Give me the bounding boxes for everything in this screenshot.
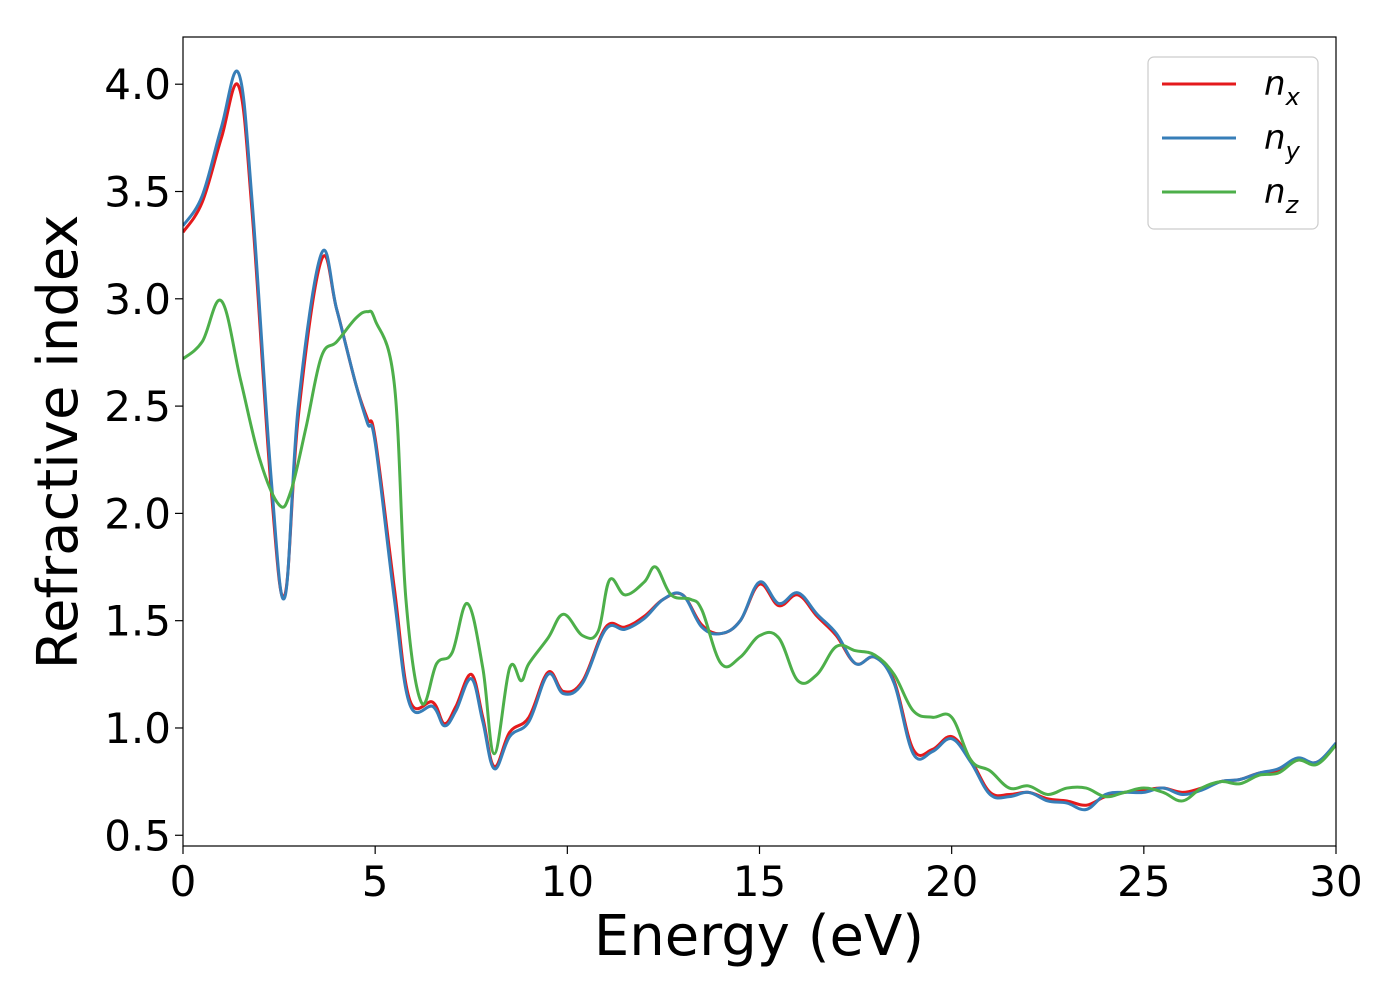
series-line-y [183, 69, 1336, 812]
x-tick-label: 15 [733, 857, 786, 906]
y-axis: 0.5 1.0 1.5 2.0 2.5 3.0 3.5 4.0 [104, 60, 183, 860]
x-tick-label: 20 [925, 857, 978, 906]
y-tick-label: 1.5 [104, 597, 171, 646]
legend-label-y: ny [1264, 118, 1301, 165]
x-tick-label: 10 [541, 857, 594, 906]
y-tick-label: 0.5 [104, 811, 171, 860]
legend-items: nx ny nz [1162, 64, 1301, 219]
legend-box [1147, 56, 1319, 230]
x-tick-label: 5 [362, 857, 389, 906]
x-tick-label: 25 [1117, 857, 1170, 906]
series-layer [183, 69, 1336, 812]
y-tick-label: 3.5 [104, 168, 171, 217]
y-axis-label: Refractive index [26, 215, 91, 670]
series-line-z [183, 298, 1336, 803]
legend-label-x: nx [1264, 64, 1301, 111]
x-axis-label: Energy (eV) [594, 904, 924, 969]
y-tick-label: 2.0 [104, 489, 171, 538]
y-tick-label: 3.0 [104, 275, 171, 324]
legend-label-z: nz [1264, 172, 1300, 219]
x-tick-label: 0 [170, 857, 197, 906]
x-axis: 0 5 10 15 20 25 30 [170, 846, 1363, 906]
y-tick-label: 1.0 [104, 704, 171, 753]
y-tick-label: 4.0 [104, 60, 171, 109]
x-tick-label: 30 [1309, 857, 1362, 906]
legend: nx ny nz [1147, 56, 1319, 230]
y-tick-label: 2.5 [104, 382, 171, 431]
